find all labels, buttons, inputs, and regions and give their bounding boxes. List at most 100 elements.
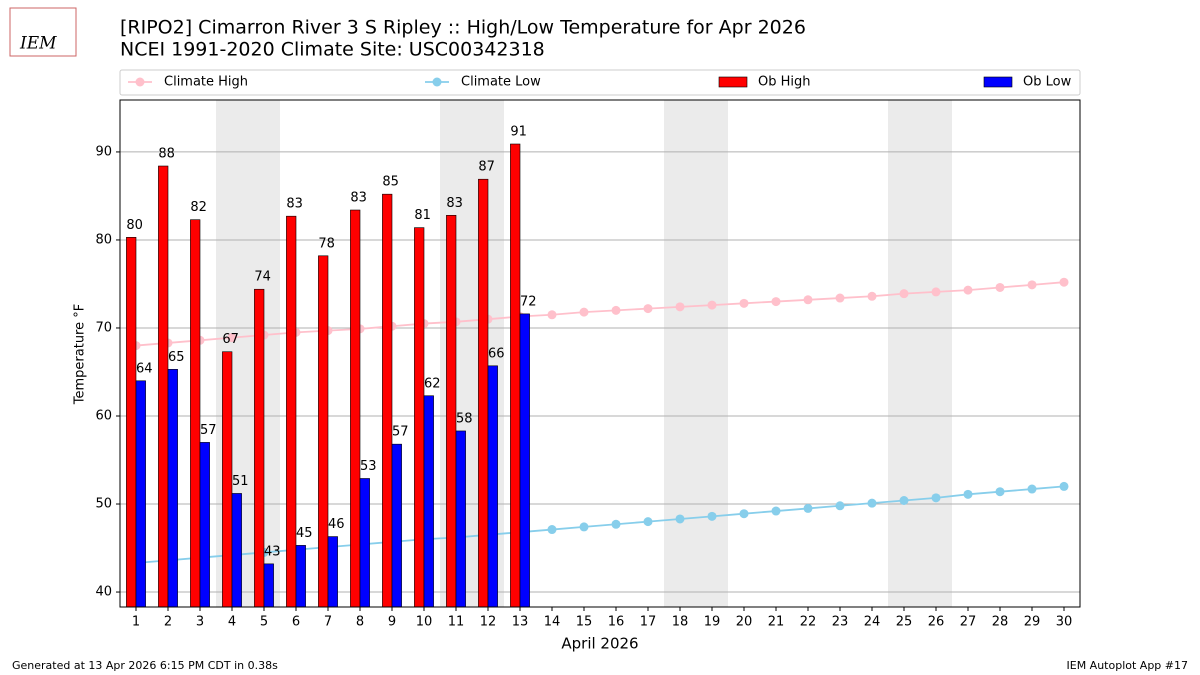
y-tick-label: 80 <box>95 232 112 247</box>
x-tick-label: 13 <box>512 615 529 630</box>
data-label: 78 <box>318 236 335 251</box>
x-tick-label: 7 <box>324 615 332 630</box>
x-tick-label: 24 <box>864 615 881 630</box>
data-label: 43 <box>264 544 281 559</box>
x-tick-label: 27 <box>960 615 977 630</box>
data-label: 53 <box>360 459 377 474</box>
point <box>803 503 813 513</box>
legend-label: Ob Low <box>1023 75 1072 90</box>
point <box>867 498 877 508</box>
point <box>1059 481 1069 491</box>
footer-right: IEM Autoplot App #17 <box>1067 659 1189 672</box>
point <box>707 511 717 521</box>
data-label: 88 <box>158 147 175 162</box>
x-tick-label: 3 <box>196 615 204 630</box>
data-label: 67 <box>222 332 239 347</box>
data-label: 57 <box>392 425 409 440</box>
bar <box>286 215 297 608</box>
footer-left: Generated at 13 Apr 2026 6:15 PM CDT in … <box>12 659 278 672</box>
data-label: 85 <box>382 175 399 190</box>
data-label: 87 <box>478 160 495 175</box>
point <box>675 302 685 312</box>
data-label: 45 <box>296 526 313 541</box>
bar <box>318 255 329 608</box>
x-tick-label: 26 <box>928 615 945 630</box>
y-axis-label: Temperature °F <box>73 304 88 405</box>
point <box>995 487 1005 497</box>
bar <box>391 443 402 608</box>
bar <box>158 165 169 608</box>
point <box>739 298 749 308</box>
bar <box>231 493 242 608</box>
y-tick-label: 90 <box>95 144 112 159</box>
y-tick-label: 40 <box>95 585 112 600</box>
data-label: 83 <box>286 197 303 212</box>
y-tick-label: 50 <box>95 497 112 512</box>
data-label: 65 <box>168 350 185 365</box>
point <box>611 519 621 529</box>
legend-label: Climate Low <box>461 75 541 90</box>
x-tick-label: 23 <box>832 615 849 630</box>
plot-frame <box>119 99 1081 608</box>
bar <box>519 313 530 608</box>
x-tick-label: 29 <box>1024 615 1041 630</box>
x-tick-label: 12 <box>480 615 497 630</box>
point <box>835 501 845 511</box>
x-tick-label: 19 <box>704 615 721 630</box>
bar <box>263 563 274 608</box>
bar <box>199 442 210 608</box>
legend-label: Climate High <box>164 75 248 90</box>
x-tick-label: 1 <box>132 615 140 630</box>
x-axis-label: April 2026 <box>561 635 638 653</box>
x-tick-label: 18 <box>672 615 689 630</box>
bar <box>327 536 338 608</box>
legend-swatch <box>432 77 442 87</box>
x-tick-label: 10 <box>416 615 433 630</box>
x-tick-label: 9 <box>388 615 396 630</box>
bar <box>254 288 265 608</box>
weekend-shade <box>664 100 696 607</box>
weekend-shade <box>920 100 952 607</box>
bar <box>359 478 370 608</box>
weekend-shade <box>888 100 920 607</box>
x-tick-label: 21 <box>768 615 785 630</box>
x-tick-label: 5 <box>260 615 268 630</box>
point <box>739 509 749 519</box>
x-tick-label: 25 <box>896 615 913 630</box>
chart-title: [RIPO2] Cimarron River 3 S Ripley :: Hig… <box>120 17 806 39</box>
point <box>227 333 237 343</box>
data-label: 46 <box>328 517 345 532</box>
bar <box>487 365 498 608</box>
bar <box>455 430 466 608</box>
weekend-shade <box>696 100 728 607</box>
point <box>675 514 685 524</box>
x-tick-label: 6 <box>292 615 300 630</box>
y-tick-label: 70 <box>95 320 112 335</box>
point <box>803 295 813 305</box>
data-label: 83 <box>446 196 463 211</box>
point <box>771 297 781 307</box>
bar <box>382 193 393 608</box>
x-tick-label: 17 <box>640 615 657 630</box>
data-label: 58 <box>456 411 473 426</box>
legend-swatch <box>718 76 748 88</box>
bar <box>295 545 306 608</box>
data-label: 80 <box>126 218 143 233</box>
point <box>867 291 877 301</box>
chart-subtitle: NCEI 1991-2020 Climate Site: USC00342318 <box>120 39 545 61</box>
x-tick-label: 15 <box>576 615 593 630</box>
legend <box>119 69 1081 96</box>
point <box>1027 484 1037 494</box>
data-label: 82 <box>190 200 207 215</box>
bar <box>446 215 457 608</box>
point <box>995 282 1005 292</box>
legend-label: Ob High <box>758 75 811 90</box>
data-label: 57 <box>200 423 217 438</box>
point <box>1027 280 1037 290</box>
point <box>643 304 653 314</box>
bar <box>167 369 178 608</box>
point <box>1059 277 1069 287</box>
data-label: 64 <box>136 361 153 376</box>
logo: IEM <box>19 34 57 54</box>
